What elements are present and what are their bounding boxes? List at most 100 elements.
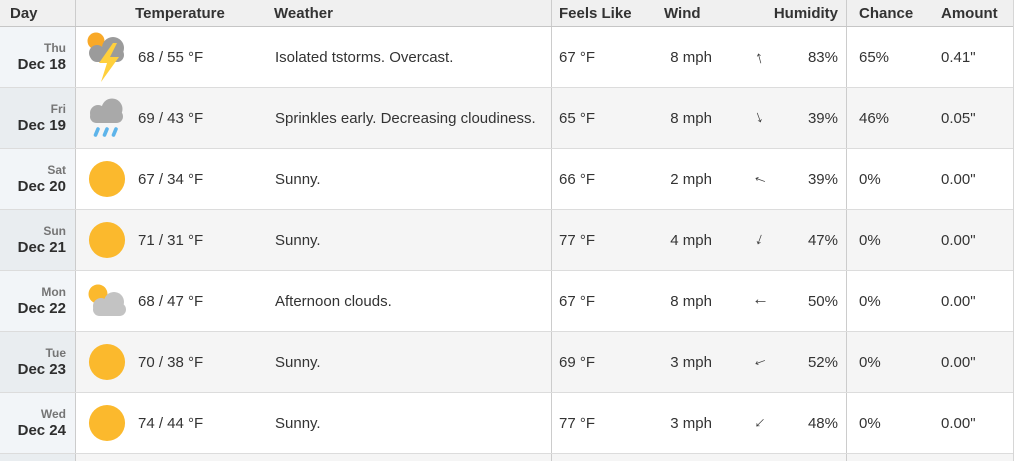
wind-speed-value: 3 mph — [670, 414, 712, 432]
wind-direction-arrow: ↑ — [752, 46, 766, 68]
wind-speed-value: 8 mph — [670, 292, 712, 310]
day-name: Wed — [40, 407, 66, 421]
amount-cell: 0.00" — [935, 271, 1013, 331]
chance-cell: 0% — [846, 149, 935, 209]
tstorm-icon — [87, 32, 124, 82]
chance-value: 0% — [859, 414, 881, 432]
forecast-row: Fri Dec 19 69 / 43 °F Sprinkles early. D… — [0, 88, 1013, 149]
day-cell: Wed Dec 24 — [0, 393, 76, 453]
amount-cell — [935, 454, 1013, 461]
temperature-value: 69 / 43 °F — [138, 109, 204, 127]
weather-cell: Sunny. — [262, 393, 551, 453]
next-row-partial — [0, 454, 1013, 461]
forecast-row: Wed Dec 24 74 / 44 °F Sunny. 77 °F 3 mph… — [0, 393, 1013, 454]
weather-description: Sunny. — [275, 231, 321, 249]
feels-like-value: 65 °F — [559, 109, 596, 127]
feels-like-cell: 67 °F — [551, 27, 650, 87]
feels-like-value: 67 °F — [559, 292, 596, 310]
weather-description: Sprinkles early. Decreasing cloudiness. — [275, 109, 536, 127]
amount-value: 0.00" — [941, 231, 976, 249]
wind-direction-arrow: ↑ — [751, 229, 767, 251]
temperature-value: 68 / 55 °F — [138, 48, 204, 66]
chance-value: 46% — [859, 109, 890, 127]
sun-cloud-icon — [76, 282, 138, 320]
column-header-day: Day — [0, 0, 76, 26]
temperature-cell: 74 / 44 °F — [76, 393, 262, 453]
forecast-row: Tue Dec 23 70 / 38 °F Sunny. 69 °F 3 mph… — [0, 332, 1013, 393]
temperature-value: 70 / 38 °F — [138, 353, 204, 371]
amount-cell: 0.00" — [935, 149, 1013, 209]
wind-arrow-box: ↑ — [712, 293, 772, 310]
wind-speed-value: 4 mph — [670, 231, 712, 249]
day-cell: Tue Dec 23 — [0, 332, 76, 392]
wind-cell: 3 mph ↑ 48% — [650, 393, 846, 453]
day-name: Mon — [41, 285, 66, 299]
column-header-chance: Chance — [846, 0, 935, 26]
tstorm-icon — [76, 30, 138, 84]
day-name: Sun — [43, 224, 66, 238]
amount-cell: 0.41" — [935, 27, 1013, 87]
feels-like-cell: 77 °F — [551, 393, 650, 453]
temperature-cell: 68 / 47 °F — [76, 271, 262, 331]
weather-cell — [262, 454, 551, 461]
amount-cell: 0.05" — [935, 88, 1013, 148]
wind-speed-value: 3 mph — [670, 353, 712, 371]
amount-value: 0.00" — [941, 292, 976, 310]
chance-cell: 0% — [846, 393, 935, 453]
temperature-value: 71 / 31 °F — [138, 231, 204, 249]
wind-direction-arrow: ↑ — [749, 413, 769, 433]
feels-like-cell: 77 °F — [551, 210, 650, 270]
temperature-value: 67 / 34 °F — [138, 170, 204, 188]
wind-arrow-box: ↑ — [712, 413, 772, 433]
amount-cell: 0.00" — [935, 332, 1013, 392]
sunny-icon — [88, 160, 126, 198]
humidity-value: 52% — [807, 353, 838, 371]
sunny-icon — [88, 404, 126, 442]
sunny-icon — [76, 160, 138, 198]
weather-description: Isolated tstorms. Overcast. — [275, 48, 454, 66]
day-name: Fri — [50, 102, 66, 116]
wind-cell — [650, 454, 846, 461]
day-cell: Mon Dec 22 — [0, 271, 76, 331]
humidity-value: 39% — [807, 109, 838, 127]
temperature-cell — [76, 454, 262, 461]
sunny-icon — [76, 221, 138, 259]
day-name: Sat — [47, 163, 66, 177]
forecast-table-body: Thu Dec 18 68 / 55 °F Isolated tstorms. … — [0, 27, 1013, 454]
forecast-row: Sat Dec 20 67 / 34 °F Sunny. 66 °F 2 mph… — [0, 149, 1013, 210]
feels-like-cell: 65 °F — [551, 88, 650, 148]
sprinkles-icon — [90, 98, 123, 137]
amount-cell: 0.00" — [935, 393, 1013, 453]
column-header-amount: Amount — [941, 4, 998, 22]
day-date: Dec 22 — [17, 300, 66, 317]
day-cell — [0, 454, 76, 461]
column-header-weather: Weather — [274, 4, 333, 22]
temperature-cell: 67 / 34 °F — [76, 149, 262, 209]
chance-cell: 0% — [846, 332, 935, 392]
weather-description: Afternoon clouds. — [275, 292, 392, 310]
wind-direction-arrow: ↑ — [751, 107, 767, 129]
weather-description: Sunny. — [275, 414, 321, 432]
sunny-icon — [76, 404, 138, 442]
wind-arrow-box: ↑ — [712, 229, 772, 251]
day-name: Thu — [44, 41, 66, 55]
humidity-value: 47% — [807, 231, 838, 249]
day-date: Dec 18 — [17, 56, 66, 73]
wind-cell: 8 mph ↑ 50% — [650, 271, 846, 331]
day-date: Dec 19 — [17, 117, 66, 134]
feels-like-cell — [551, 454, 650, 461]
column-header-humidity: Humidity — [773, 4, 838, 22]
column-header-wind-humidity: Wind Humidity — [650, 0, 846, 26]
amount-value: 0.05" — [941, 109, 976, 127]
sunny-icon — [76, 343, 138, 381]
temperature-value: 68 / 47 °F — [138, 292, 204, 310]
weather-description: Sunny. — [275, 170, 321, 188]
humidity-value: 39% — [807, 170, 838, 188]
wind-speed-value: 8 mph — [670, 48, 712, 66]
day-cell: Thu Dec 18 — [0, 27, 76, 87]
wind-direction-arrow: ↑ — [748, 171, 770, 187]
wind-arrow-box: ↑ — [712, 107, 772, 129]
amount-value: 0.00" — [941, 170, 976, 188]
sprinkles-icon — [76, 97, 138, 139]
